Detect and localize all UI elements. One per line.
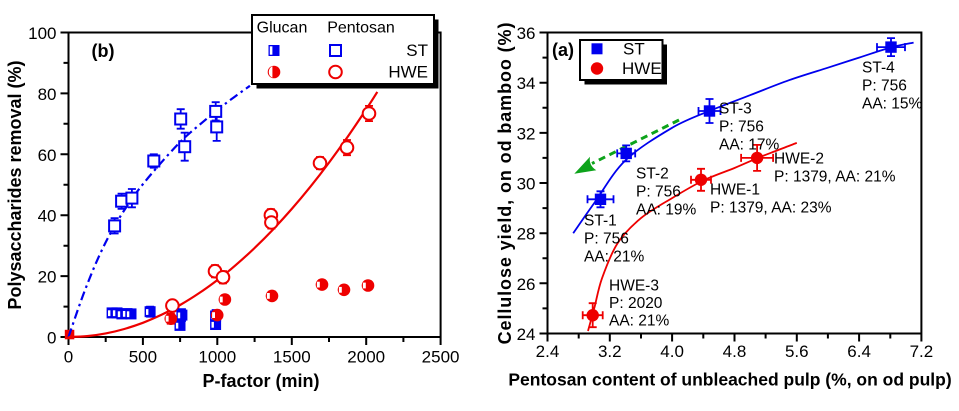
- svg-text:P: 756: P: 756: [719, 119, 764, 136]
- svg-text:HWE: HWE: [622, 59, 662, 78]
- svg-text:AA: 21%: AA: 21%: [609, 313, 670, 330]
- svg-text:24: 24: [517, 325, 536, 344]
- svg-text:ST: ST: [623, 39, 645, 58]
- svg-text:500: 500: [129, 348, 157, 367]
- svg-text:ST-2: ST-2: [636, 166, 669, 183]
- svg-text:7.2: 7.2: [910, 342, 934, 361]
- svg-text:30: 30: [517, 175, 536, 194]
- svg-text:P: 756: P: 756: [862, 78, 907, 95]
- svg-text:Cellulose yield, on od bamboo: Cellulose yield, on od bamboo (%): [495, 22, 515, 345]
- svg-text:P: 756: P: 756: [636, 184, 681, 201]
- svg-text:ST-3: ST-3: [719, 101, 752, 118]
- svg-text:5.6: 5.6: [785, 342, 809, 361]
- svg-text:4.8: 4.8: [723, 342, 747, 361]
- svg-text:P: 756: P: 756: [584, 231, 629, 248]
- svg-text:HWE-3: HWE-3: [609, 278, 659, 295]
- svg-text:P: 1379, AA: 23%: P: 1379, AA: 23%: [710, 200, 832, 217]
- svg-text:(b): (b): [92, 41, 115, 61]
- svg-text:40: 40: [38, 207, 57, 226]
- svg-text:36: 36: [517, 24, 536, 43]
- svg-text:100: 100: [28, 24, 56, 43]
- svg-text:2000: 2000: [347, 348, 385, 367]
- svg-text:32: 32: [517, 124, 536, 143]
- svg-text:AA: 19%: AA: 19%: [636, 202, 697, 219]
- svg-text:4.0: 4.0: [660, 342, 684, 361]
- svg-text:Glucan: Glucan: [257, 20, 308, 37]
- svg-text:6.4: 6.4: [847, 342, 871, 361]
- svg-text:28: 28: [517, 225, 536, 244]
- svg-text:Pentosan content of unbleached: Pentosan content of unbleached pulp (%, …: [508, 370, 951, 390]
- svg-text:P: 1379, AA: 21%: P: 1379, AA: 21%: [774, 169, 896, 186]
- svg-text:HWE-2: HWE-2: [774, 151, 824, 168]
- svg-text:AA: 17%: AA: 17%: [719, 137, 780, 154]
- svg-text:HWE-1: HWE-1: [710, 182, 760, 199]
- svg-text:ST-1: ST-1: [584, 213, 617, 230]
- svg-text:0: 0: [47, 329, 56, 348]
- svg-text:(a): (a): [552, 40, 574, 60]
- svg-text:80: 80: [38, 85, 57, 104]
- svg-text:0: 0: [64, 348, 73, 367]
- svg-text:P: 2020: P: 2020: [609, 295, 663, 312]
- svg-text:AA: 21%: AA: 21%: [584, 249, 645, 266]
- svg-text:Pentosan: Pentosan: [327, 20, 395, 37]
- svg-text:20: 20: [38, 268, 57, 287]
- svg-text:ST-4: ST-4: [862, 60, 895, 77]
- svg-text:1000: 1000: [198, 348, 236, 367]
- svg-text:P-factor (min): P-factor (min): [203, 371, 320, 391]
- svg-text:1500: 1500: [273, 348, 311, 367]
- svg-text:Polysaccharides removal (%): Polysaccharides removal (%): [5, 60, 25, 309]
- svg-text:AA: 15%: AA: 15%: [862, 96, 923, 113]
- svg-text:60: 60: [38, 146, 57, 165]
- svg-text:HWE: HWE: [388, 63, 428, 82]
- svg-text:3.2: 3.2: [598, 342, 622, 361]
- svg-text:2.4: 2.4: [536, 342, 560, 361]
- svg-text:2500: 2500: [422, 348, 460, 367]
- svg-text:26: 26: [517, 275, 536, 294]
- svg-text:ST: ST: [406, 41, 428, 60]
- svg-text:34: 34: [517, 74, 536, 93]
